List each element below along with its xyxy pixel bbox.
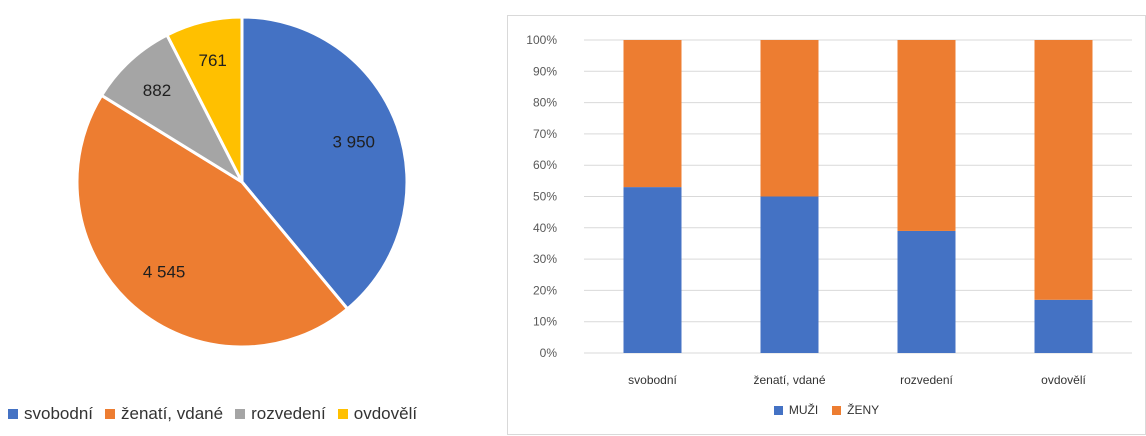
y-tick-label-70: 70% bbox=[533, 127, 557, 141]
y-tick-label-40: 40% bbox=[533, 221, 557, 235]
x-category-label-svobodni: svobodní bbox=[628, 373, 677, 387]
bar-legend-swatch-zeny bbox=[832, 405, 842, 415]
pie-legend-swatch-zenati-vdane bbox=[105, 409, 115, 419]
y-tick-label-60: 60% bbox=[533, 158, 557, 172]
y-tick-label-30: 30% bbox=[533, 252, 557, 266]
pie-chart: 3 950 4 545 882 761 bbox=[75, 15, 409, 349]
bar-legend-label-muzi: MUŽI bbox=[788, 403, 819, 417]
bar-chart-panel: 0% 10% 20% 30% 40% 50% 60% 70% 80% 90% 100% svobodn… bbox=[507, 15, 1146, 435]
pie-slice-rozvedeni bbox=[99, 32, 246, 187]
pie-slice-zenati-vdane bbox=[75, 93, 350, 349]
pie-legend-item-ovdoveli: ovdovělí bbox=[337, 404, 418, 424]
bar-muzi-zenati-vdane bbox=[760, 196, 819, 353]
pie-legend-item-svobodni: svobodní bbox=[8, 404, 93, 424]
pie-legend-swatch-svobodni bbox=[8, 409, 18, 419]
pie-legend-swatch-rozvedeni bbox=[235, 409, 246, 419]
pie-legend-label-zenati-vdane: ženatí, vdané bbox=[121, 404, 224, 423]
bar-muzi-rozvedeni bbox=[897, 230, 956, 353]
bar-muzi-svobodni bbox=[623, 187, 682, 353]
pie-legend-label-svobodni: svobodní bbox=[24, 404, 93, 423]
y-tick-label-90: 90% bbox=[533, 64, 557, 78]
pie-data-label-zenati-vdane: 4 545 bbox=[143, 263, 186, 282]
pie-chart-panel: 3 950 4 545 882 761 svobodní ženatí, vdané … bbox=[0, 0, 505, 435]
bar-legend-label-zeny: ŽENY bbox=[847, 403, 880, 417]
bar-legend-item-zeny: ŽENY bbox=[832, 403, 879, 417]
pie-legend-label-rozvedeni: rozvedení bbox=[251, 404, 326, 423]
pie-legend: svobodní ženatí, vdané rozvedení ovdověl… bbox=[8, 404, 417, 424]
pie-legend-label-ovdoveli: ovdovělí bbox=[353, 404, 418, 423]
stacked-bar-chart: 0% 10% 20% 30% 40% 50% 60% 70% 80% 90% 100% svobodn… bbox=[526, 33, 1132, 387]
x-category-label-rozvedeni: rozvedení bbox=[900, 373, 953, 387]
x-category-label-ovdoveli: ovdovělí bbox=[1041, 373, 1086, 387]
bar-muzi-ovdoveli bbox=[1034, 299, 1093, 353]
bar-legend-item-muzi: MUŽI bbox=[773, 403, 819, 417]
y-tick-label-80: 80% bbox=[533, 96, 557, 110]
y-tick-label-0: 0% bbox=[540, 346, 558, 360]
bar-legend: MUŽI ŽENY bbox=[508, 403, 1145, 417]
bar-legend-swatch-muzi bbox=[773, 405, 783, 415]
bar-zeny-rozvedeni bbox=[897, 40, 956, 231]
x-category-label-zenati-vdane: ženatí, vdané bbox=[753, 373, 825, 387]
bar-zeny-ovdoveli bbox=[1034, 40, 1093, 300]
pie-slice-svobodni bbox=[240, 15, 409, 311]
y-tick-label-10: 10% bbox=[533, 315, 557, 329]
pie-legend-swatch-ovdoveli bbox=[337, 409, 348, 419]
bar-zeny-zenati-vdane bbox=[760, 40, 819, 197]
y-tick-label-50: 50% bbox=[533, 190, 557, 204]
bar-zeny-svobodni bbox=[623, 40, 682, 188]
y-tick-label-100: 100% bbox=[526, 33, 557, 47]
pie-legend-item-zenati-vdane: ženatí, vdané bbox=[105, 404, 223, 424]
pie-legend-item-rozvedeni: rozvedení bbox=[235, 404, 326, 424]
y-tick-label-20: 20% bbox=[533, 283, 557, 297]
pie-data-label-ovdoveli: 761 bbox=[199, 51, 227, 70]
pie-data-label-svobodni: 3 950 bbox=[332, 133, 375, 152]
pie-data-label-rozvedeni: 882 bbox=[143, 81, 171, 100]
pie-slice-ovdoveli bbox=[165, 15, 244, 183]
